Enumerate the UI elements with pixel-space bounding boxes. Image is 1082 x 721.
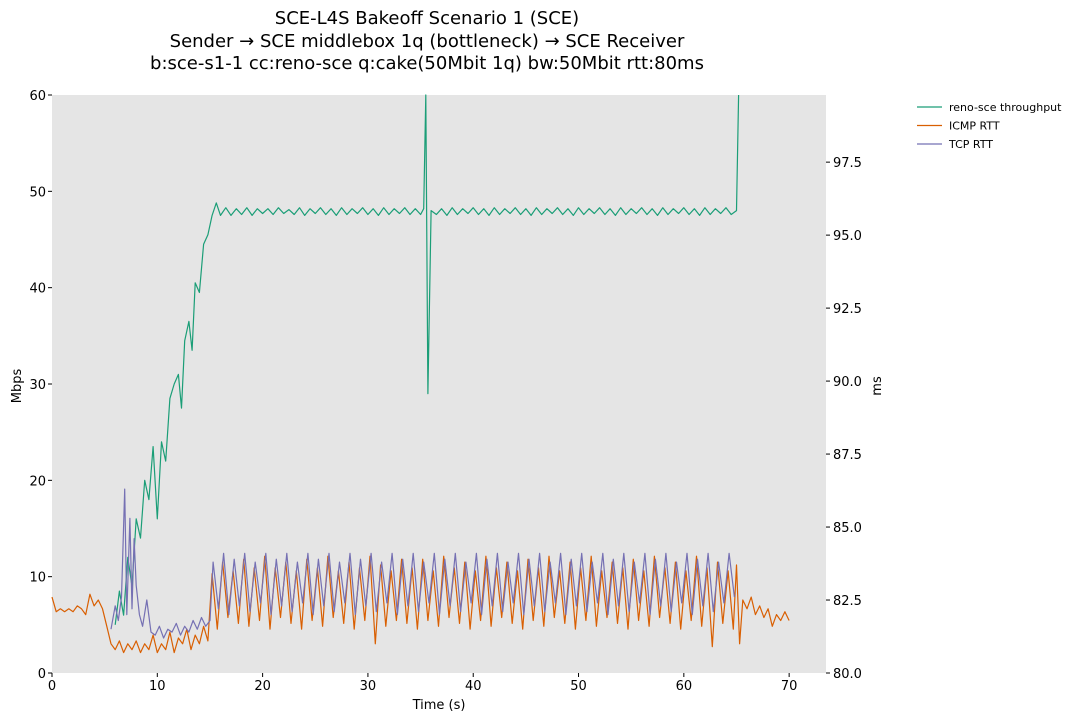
plot-area	[52, 95, 826, 673]
y-right-tick-label: 80.0	[833, 667, 862, 682]
legend-label: TCP RTT	[948, 138, 993, 151]
y-right-tick-label: 85.0	[833, 521, 862, 536]
chart-title: SCE-L4S Bakeoff Scenario 1 (SCE) Sender …	[150, 8, 704, 74]
legend-label: ICMP RTT	[949, 120, 1000, 133]
x-axis-label: Time (s)	[412, 698, 466, 713]
y-axis-left-label: Mbps	[10, 369, 25, 404]
y-right-tick-label: 90.0	[833, 375, 862, 390]
series-line-reno-sce-throughput	[114, 94, 740, 625]
x-tick-label: 30	[360, 679, 377, 694]
y-right-tick-label: 97.5	[833, 156, 862, 171]
chart-title-line-2: Sender → SCE middlebox 1q (bottleneck) →…	[170, 31, 685, 52]
y-left-tick-label: 30	[29, 378, 46, 393]
chart-title-line-3: b:sce-s1-1 cc:reno-sce q:cake(50Mbit 1q)…	[150, 53, 704, 74]
y-left-tick-label: 60	[29, 89, 46, 104]
y-left-tick-label: 50	[29, 185, 46, 200]
y-right-tick-label: 95.0	[833, 229, 862, 244]
x-axis-ticks: 0 10 20 30 40 50 60 70	[48, 673, 798, 694]
x-tick-label: 40	[465, 679, 482, 694]
series-line-tcp-rtt	[110, 488, 735, 639]
x-tick-label: 10	[149, 679, 166, 694]
legend: reno-sce throughput ICMP RTT TCP RTT	[917, 101, 1062, 151]
chart-title-line-1: SCE-L4S Bakeoff Scenario 1 (SCE)	[275, 8, 579, 29]
y-left-tick-label: 20	[29, 474, 46, 489]
legend-label: reno-sce throughput	[949, 101, 1062, 114]
x-tick-label: 60	[676, 679, 693, 694]
y-left-tick-label: 40	[29, 282, 46, 297]
x-tick-label: 50	[570, 679, 587, 694]
y-right-tick-label: 82.5	[833, 594, 862, 609]
x-tick-label: 20	[254, 679, 271, 694]
y-axis-right-ticks: 80.0 82.5 85.0 87.5 90.0 92.5 95.0 97.5	[826, 156, 862, 682]
series-layer	[51, 94, 790, 654]
y-right-tick-label: 92.5	[833, 302, 862, 317]
x-tick-label: 0	[48, 679, 56, 694]
y-left-tick-label: 0	[38, 667, 46, 682]
y-axis-right-label: ms	[870, 376, 885, 396]
y-left-tick-label: 10	[29, 571, 46, 586]
x-tick-label: 70	[781, 679, 798, 694]
y-axis-left-ticks: 0 10 20 30 40 50 60	[29, 89, 52, 682]
y-right-tick-label: 87.5	[833, 448, 862, 463]
